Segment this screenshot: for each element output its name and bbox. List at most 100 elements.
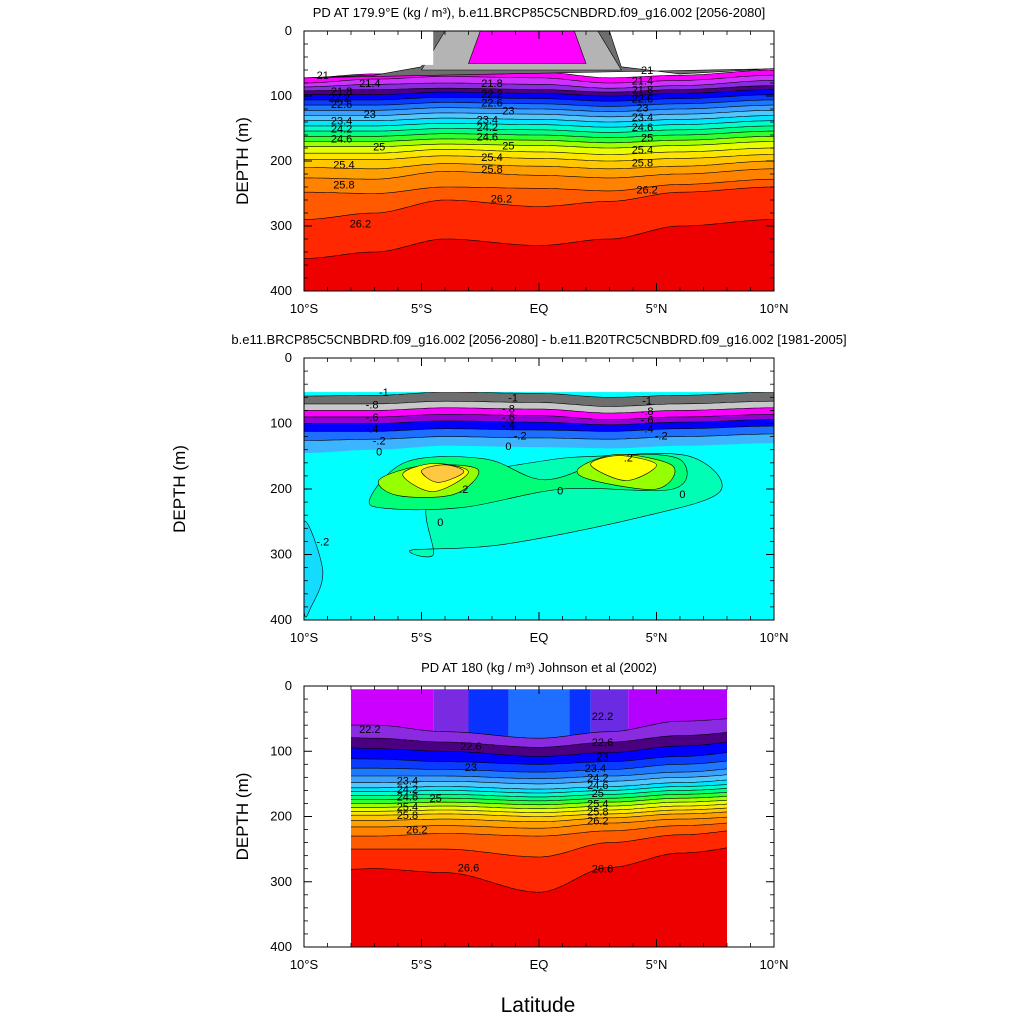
contour-label-13: 26.2 xyxy=(350,218,371,230)
contour-label-23: -.2 xyxy=(316,536,329,548)
contour-line-5 xyxy=(351,760,727,773)
contour-label-17: -.2 xyxy=(655,430,668,442)
x-tick-label: 10°S xyxy=(290,957,319,972)
contour-label-11: 26.6 xyxy=(458,862,479,874)
contour-label-32: 25 xyxy=(641,133,653,145)
contour-label-16: 24.2 xyxy=(587,772,608,784)
contour-line-9 xyxy=(304,110,774,118)
y-tick-label: 0 xyxy=(285,350,292,365)
anomaly-band-3 xyxy=(304,407,774,420)
contour-label-10: 26.2 xyxy=(406,825,427,837)
contour-line-5 xyxy=(304,89,774,97)
contour-line-22 xyxy=(304,219,774,259)
contour-line-13 xyxy=(304,130,774,138)
y-tick-label: 200 xyxy=(270,481,292,496)
contour-label-20: 24.6 xyxy=(477,131,498,143)
contour-line-14 xyxy=(304,136,774,144)
contour-line-11 xyxy=(304,120,774,128)
anomaly-band-1 xyxy=(304,392,774,407)
contour-label-28: 22.6 xyxy=(632,94,653,106)
contour-label-5: 24.2 xyxy=(397,784,418,796)
contour-label-21: 25 xyxy=(502,140,514,152)
contour-line-2 xyxy=(351,732,727,748)
x-tick-label: EQ xyxy=(530,301,549,316)
contour-label-19: .2 xyxy=(624,453,633,465)
contour-line-2 xyxy=(304,74,774,84)
anomaly-band-2 xyxy=(304,401,774,413)
contour-line-band-2 xyxy=(304,400,774,407)
contour-label-4: -.4 xyxy=(366,424,379,436)
contour-label-22: 25.4 xyxy=(481,152,502,164)
contour-label-3: 23 xyxy=(465,762,477,774)
panel-2: -1-.8-.6-.4-.20-1-.8-.6-.4-.20-1-.8-.6-.… xyxy=(170,332,847,645)
x-tick-label: EQ xyxy=(530,630,549,645)
panel-title: b.e11.BRCP85C5CNBDRD.f09_g16.002 [2056-2… xyxy=(231,332,846,347)
contour-line-6 xyxy=(304,94,774,102)
panel-title: PD AT 179.9°E (kg / m³), b.e11.BRCP85C5C… xyxy=(313,5,766,20)
contour-label-26: 21.4 xyxy=(632,75,653,87)
contour-label-30: 23.4 xyxy=(632,112,653,124)
contour-line-band-3 xyxy=(304,407,774,414)
contour-label-12: 0 xyxy=(505,441,511,453)
contour-line-11 xyxy=(351,792,727,802)
contour-label-22: 0 xyxy=(437,517,443,529)
x-tick-label: 10°N xyxy=(759,630,788,645)
contour-line-band-7 xyxy=(304,433,774,441)
y-tick-label: 400 xyxy=(270,939,292,954)
contour-line-3 xyxy=(304,80,774,89)
contour-label-8: 24.2 xyxy=(331,124,352,136)
contour-label-9: 24.6 xyxy=(331,133,352,145)
contour-label-18: 25 xyxy=(592,788,604,800)
anomaly-blob-7 xyxy=(421,464,465,483)
contour-label-15: -.6 xyxy=(641,415,654,427)
contour-label-1: -1 xyxy=(379,387,389,399)
contour-line-20 xyxy=(351,847,727,893)
contour-label-14: 21.8 xyxy=(481,78,502,90)
y-axis-label: DEPTH (m) xyxy=(170,445,189,533)
contour-label-1: 22.2 xyxy=(359,724,380,736)
contour-label-5: 22.6 xyxy=(331,99,352,111)
contour-line-21 xyxy=(304,186,774,220)
contour-label-19: 25.4 xyxy=(587,799,608,811)
contour-line-4 xyxy=(351,752,727,765)
contour-line-14 xyxy=(351,803,727,813)
y-axis-label: DEPTH (m) xyxy=(233,773,252,861)
contour-label-4: 23.4 xyxy=(397,776,418,788)
contour-label-16: -.4 xyxy=(641,424,654,436)
contour-label-11: 25.4 xyxy=(333,159,354,171)
x-tick-label: 5°N xyxy=(646,630,668,645)
contour-line-12 xyxy=(351,796,727,806)
x-tick-label: EQ xyxy=(530,957,549,972)
contour-label-10: -.4 xyxy=(502,420,515,432)
contour-line-7 xyxy=(304,99,774,107)
contour-label-3: -.6 xyxy=(366,412,379,424)
contour-label-19: 24.2 xyxy=(477,122,498,134)
contour-line-19 xyxy=(351,830,727,858)
contour-label-35: 26.2 xyxy=(636,185,657,197)
contour-label-13: -1 xyxy=(642,396,652,408)
contour-line-7 xyxy=(351,774,727,785)
contour-label-15: 22.2 xyxy=(481,88,502,100)
y-axis-label: DEPTH (m) xyxy=(233,117,252,205)
panel-title: PD AT 180 (kg / m³) Johnson et al (2002) xyxy=(421,660,657,675)
y-tick-label: 300 xyxy=(270,874,292,889)
plot-area: 2121.421.822.222.62323.424.224.62525.425… xyxy=(304,31,774,291)
x-tick-label: 10°S xyxy=(290,301,319,316)
x-tick-label: 10°S xyxy=(290,630,319,645)
contour-label-7: -1 xyxy=(508,392,518,404)
contour-label-14: -.8 xyxy=(641,406,654,418)
contour-label-24: 26.2 xyxy=(491,194,512,206)
contour-line-4 xyxy=(304,85,774,93)
figure-xlabel: Latitude xyxy=(501,994,576,1017)
y-tick-label: 300 xyxy=(270,218,292,233)
contour-label-29: 23 xyxy=(636,103,648,115)
x-tick-label: 10°N xyxy=(759,301,788,316)
contour-label-21: 26.2 xyxy=(587,815,608,827)
contour-label-20: 25.8 xyxy=(587,806,608,818)
contour-line-3 xyxy=(351,741,727,757)
contour-line-15 xyxy=(304,141,774,149)
y-tick-label: 400 xyxy=(270,283,292,298)
x-tick-label: 5°S xyxy=(411,957,432,972)
contour-line-13 xyxy=(351,799,727,810)
